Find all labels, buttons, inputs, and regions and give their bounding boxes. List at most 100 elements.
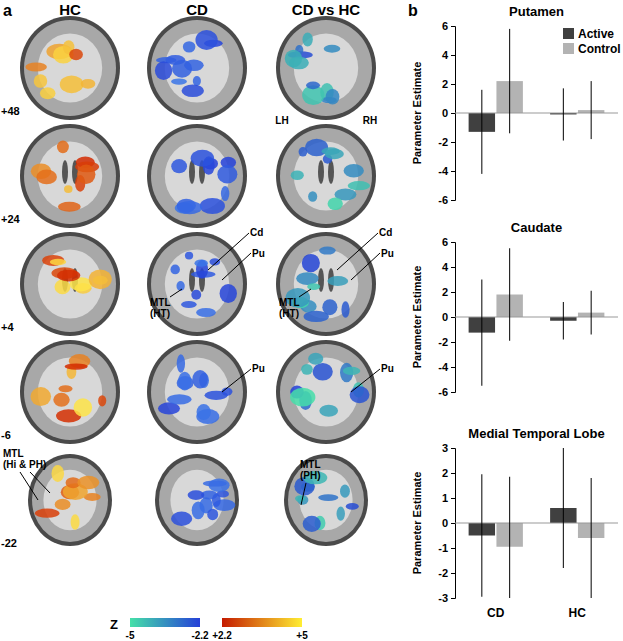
y-tick: 0	[442, 311, 455, 323]
zero-line	[455, 113, 618, 114]
y-tick-label: 0	[442, 517, 448, 529]
y-tick: -1	[438, 542, 455, 554]
y-tick-label: -2	[438, 567, 448, 579]
y-tick: -2	[438, 567, 455, 579]
y-axis: -6-4-20246	[438, 236, 455, 398]
colorbar-tick-label: +2.2	[212, 630, 232, 641]
y-tick: 0	[442, 517, 455, 529]
activation-blob	[51, 465, 64, 482]
y-tick: 0	[442, 107, 455, 119]
ventricle	[189, 268, 195, 292]
leader-line	[351, 369, 380, 392]
y-tick-mark	[451, 598, 455, 599]
y-tick-mark	[451, 523, 455, 524]
y-tick: -6	[438, 386, 455, 398]
activation-blob	[181, 301, 197, 308]
colorbar-positive	[222, 618, 302, 627]
y-tick-label: 6	[442, 20, 448, 32]
error-bar	[563, 88, 564, 140]
activation-blob	[336, 507, 344, 521]
activation-blob	[57, 141, 69, 154]
y-tick-label: 0	[442, 311, 448, 323]
grey-matter	[151, 128, 243, 224]
y-tick-label: -6	[438, 386, 448, 398]
activation-blob	[217, 165, 237, 184]
activation-blob	[64, 185, 73, 193]
skull	[276, 340, 376, 444]
y-tick: 3	[442, 442, 455, 454]
skull	[155, 454, 239, 546]
activation-blob	[326, 89, 340, 105]
y-tick-label: -2	[438, 136, 448, 148]
activation-blob	[341, 301, 349, 318]
skull	[20, 124, 120, 228]
activation-blob	[207, 509, 218, 521]
activation-blob	[55, 279, 71, 294]
y-tick: 4	[442, 49, 455, 61]
skull	[276, 124, 376, 228]
activation-blob	[81, 79, 96, 89]
y-tick: -4	[438, 165, 455, 177]
leader-line	[222, 369, 251, 392]
skull	[147, 124, 247, 228]
slice-label: +4	[1, 321, 14, 333]
annotation-label: MTL	[150, 297, 171, 308]
y-tick-mark	[451, 171, 455, 172]
brain-slice	[276, 124, 376, 228]
leader-line	[30, 472, 50, 493]
annotations: CdPuMTL(HT)CdPuMTL(HT)PuPuMTL(Hi & PH)MT…	[3, 227, 394, 505]
y-tick: 4	[442, 261, 455, 273]
y-tick: -2	[438, 336, 455, 348]
activation-blob	[302, 254, 320, 272]
activation-blob	[194, 259, 207, 266]
brain-slice	[147, 16, 247, 120]
activation-blob	[77, 476, 99, 490]
bar-chart: PutamenParameter Estimate-6-4-20246Activ…	[411, 4, 621, 206]
activation-blob	[65, 363, 88, 369]
y-axis-line	[451, 449, 456, 599]
annotation-label: Pu	[381, 363, 394, 374]
annotation-label: (PH)	[300, 470, 321, 481]
y-axis: -3-2-10123	[438, 442, 455, 604]
grey-matter	[288, 458, 364, 542]
annotation-label: (Hi & PH)	[3, 459, 46, 470]
activation-blob	[89, 269, 112, 289]
bar-chart: CaudateParameter Estimate-6-4-20246	[411, 220, 618, 398]
skull	[276, 16, 376, 120]
x-tick-label: HC	[569, 606, 587, 620]
panel-label: a	[3, 2, 12, 19]
y-tick-label: 2	[442, 467, 448, 479]
brain-slice	[276, 232, 376, 336]
activation-blob	[170, 264, 179, 274]
y-tick-mark	[451, 84, 455, 85]
y-tick-label: 3	[442, 442, 448, 454]
y-tick: 2	[442, 286, 455, 298]
error-bar	[481, 90, 482, 174]
activation-blob	[192, 370, 207, 388]
skull	[147, 232, 247, 336]
leader-line	[337, 233, 378, 270]
activation-blob	[340, 484, 350, 497]
legend-label: Control	[578, 42, 621, 56]
activation-blob	[74, 398, 93, 416]
activation-blob	[192, 501, 205, 519]
activation-blob	[328, 197, 343, 210]
activation-blob	[93, 276, 108, 285]
activation-blob	[285, 50, 302, 68]
y-tick-mark	[451, 548, 455, 549]
legend: ActiveControl	[563, 27, 621, 56]
figure: aHCCDCD vs HC+48+24+4-6-22LHRHCdPuMTL(HT…	[0, 0, 623, 641]
brain-slice	[20, 124, 120, 228]
activation-blob	[34, 74, 48, 88]
activation-blob	[200, 198, 225, 214]
activation-blob	[25, 62, 47, 71]
activation-blob	[57, 270, 80, 282]
activation-blob	[55, 499, 71, 510]
white-matter	[165, 357, 229, 426]
white-matter	[38, 33, 102, 102]
grey-matter	[280, 20, 372, 116]
y-axis-title: Parameter Estimate	[411, 266, 423, 369]
annotation-label: Pu	[252, 363, 265, 374]
error-bar	[563, 448, 564, 568]
y-tick-mark	[451, 473, 455, 474]
